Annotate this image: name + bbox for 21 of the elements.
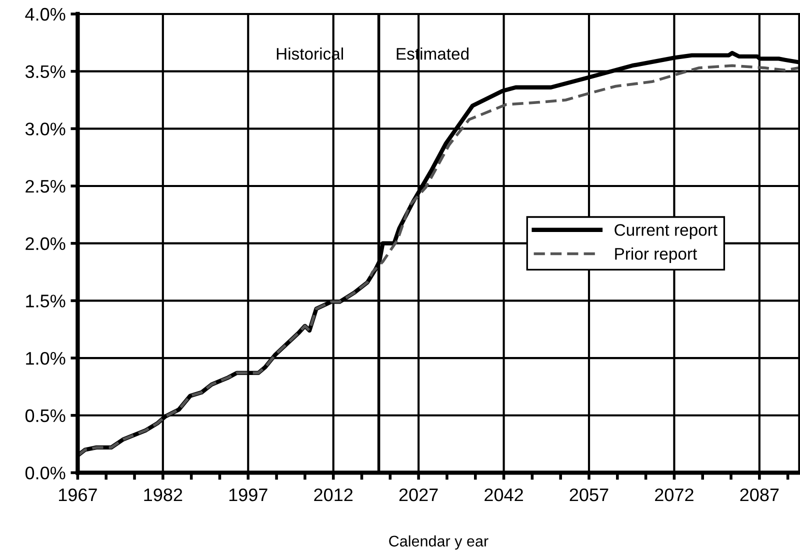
y-tick-label: 2.0% <box>26 237 66 250</box>
x-tick-label: 2012 <box>314 488 353 502</box>
y-tick-label: 2.5% <box>26 180 66 193</box>
y-tick-label: 3.0% <box>25 122 66 136</box>
y-tick-label: 1.5% <box>26 294 66 308</box>
y-tick-label: 1.0% <box>26 352 66 365</box>
y-tick-label: 0.5% <box>25 409 66 422</box>
legend-label: Current report <box>614 224 718 240</box>
x-tick-label: 2027 <box>399 488 438 502</box>
x-axis-title: Calendar y ear <box>389 535 488 550</box>
x-tick-label: 2042 <box>484 488 523 502</box>
x-tick-label: 2087 <box>740 488 779 502</box>
y-tick-label: 0.0% <box>25 466 66 480</box>
x-tick-label: 2057 <box>570 488 608 502</box>
x-tick-label: 2072 <box>655 488 694 502</box>
y-tick-label: 3.5% <box>25 65 66 78</box>
x-tick-label: 1982 <box>144 488 182 502</box>
legend-label: Prior report <box>615 248 698 264</box>
y-tick-label: 4.0% <box>25 8 66 21</box>
x-tick-label: 1967 <box>58 488 97 502</box>
x-tick-label: 1997 <box>229 488 268 502</box>
